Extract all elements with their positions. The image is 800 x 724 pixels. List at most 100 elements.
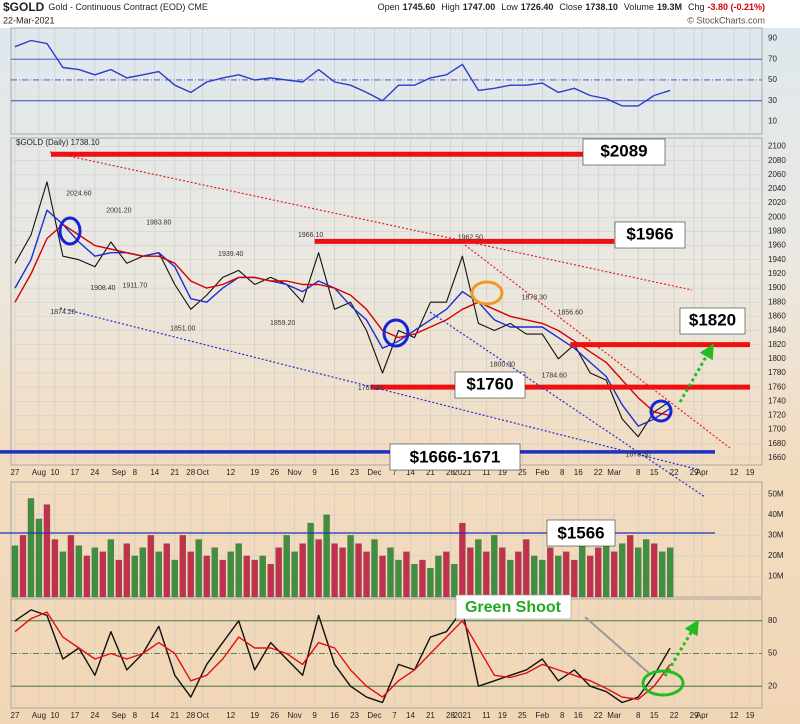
- volume-bar: [427, 568, 434, 598]
- price-label: 1878.30: [522, 294, 547, 301]
- y-tick-label: 1800: [768, 354, 786, 363]
- quote-label: Low: [501, 2, 518, 12]
- volume-bar: [139, 547, 146, 598]
- y-tick-label: 20: [768, 681, 777, 690]
- x-tick-label: Oct: [197, 468, 210, 477]
- volume-bar: [331, 543, 338, 598]
- highlight-circle: [58, 216, 82, 246]
- header-title: $GOLD Gold - Continuous Contract (EOD) CM…: [3, 0, 208, 14]
- y-tick-label: 2040: [768, 184, 786, 193]
- x-tick-label: 23: [350, 711, 359, 720]
- y-tick-label: 30M: [768, 531, 784, 540]
- volume-bar: [443, 551, 450, 598]
- volume-bar: [339, 547, 346, 598]
- x-tick-label: 29: [690, 468, 699, 477]
- title: Gold - Continuous Contract (EOD) CME: [48, 2, 208, 12]
- y-tick-label: 1940: [768, 255, 786, 264]
- x-tick-label: 8: [133, 468, 138, 477]
- quote-value: 1747.00: [463, 2, 496, 12]
- volume-bar: [403, 551, 410, 598]
- highlight-circle: [470, 280, 504, 306]
- y-tick-label: 1720: [768, 411, 786, 420]
- price-legend: $GOLD (Daily) 1738.10: [16, 138, 100, 147]
- x-tick-label: 26: [270, 711, 279, 720]
- price-label: 1966.10: [298, 232, 323, 239]
- y-tick-label: 80: [768, 616, 777, 625]
- x-tick-label: 16: [330, 711, 339, 720]
- volume-bar: [451, 563, 458, 598]
- label-box: [614, 221, 686, 249]
- price-label: 1983.80: [146, 220, 171, 227]
- volume-bar: [75, 545, 83, 598]
- volume-bar: [355, 543, 362, 598]
- volume-bar: [459, 522, 466, 598]
- price-label: 1784.60: [542, 373, 567, 380]
- price-label: 1800.30: [490, 361, 515, 368]
- volume-bar: [171, 559, 178, 598]
- x-tick-label: 25: [518, 711, 527, 720]
- volume-bar: [131, 555, 138, 598]
- price-label: 1767.20: [358, 385, 383, 392]
- y-tick-label: 30: [768, 96, 777, 105]
- volume-bar: [83, 555, 91, 598]
- x-tick-label: 19: [250, 468, 259, 477]
- x-tick-label: 15: [650, 711, 659, 720]
- x-tick-label: 2021: [454, 711, 472, 720]
- x-tick-label: 23: [350, 468, 359, 477]
- volume-bar: [291, 551, 298, 598]
- volume-bar: [523, 539, 530, 598]
- volume-bar: [539, 559, 546, 598]
- x-tick-label: 27: [11, 468, 20, 477]
- x-tick-label: 19: [746, 711, 755, 720]
- label-box: [546, 519, 616, 547]
- y-tick-label: 20M: [768, 551, 784, 560]
- volume-bar: [547, 547, 554, 598]
- volume-bar: [499, 547, 506, 598]
- level-label: $2089: [600, 141, 647, 160]
- x-tick-label: Sep: [112, 711, 127, 720]
- x-tick-label: Oct: [197, 711, 210, 720]
- x-tick-label: Aug: [32, 468, 46, 477]
- quote-value: 1726.40: [521, 2, 554, 12]
- x-tick-label: 22: [670, 468, 679, 477]
- x-tick-label: 10: [50, 711, 59, 720]
- volume-bar: [643, 539, 650, 598]
- volume-bar: [603, 539, 610, 598]
- x-tick-label: 22: [594, 711, 603, 720]
- y-tick-label: 1900: [768, 283, 786, 292]
- x-tick-label: 28: [186, 468, 195, 477]
- volume-bar: [11, 545, 19, 598]
- volume-bar: [251, 559, 258, 598]
- volume-bar: [203, 555, 210, 598]
- x-tick-label: 28: [446, 468, 455, 477]
- price-label: 1874.20: [50, 309, 75, 316]
- y-tick-label: 50: [768, 75, 777, 84]
- label-box: [454, 371, 526, 399]
- x-tick-label: 19: [498, 468, 507, 477]
- volume-bar: [163, 543, 170, 598]
- volume-bar: [611, 551, 618, 598]
- x-tick-label: 7: [392, 711, 397, 720]
- x-tick-label: 21: [170, 468, 179, 477]
- volume-bar: [243, 555, 250, 598]
- x-tick-label: 14: [150, 468, 159, 477]
- volume-bar: [259, 555, 266, 598]
- price-label: 1851.00: [170, 326, 195, 333]
- x-tick-label: 28: [186, 711, 195, 720]
- volume-bar: [515, 551, 522, 598]
- volume-bar: [619, 543, 626, 598]
- volume-bar: [658, 551, 666, 598]
- highlight-circle: [649, 399, 673, 423]
- y-tick-label: 1960: [768, 241, 786, 250]
- x-tick-label: Feb: [535, 468, 549, 477]
- x-tick-label: 14: [406, 711, 415, 720]
- series-line: [14, 609, 671, 704]
- quote-label: Volume: [624, 2, 654, 12]
- x-tick-label: 8: [133, 711, 138, 720]
- y-tick-label: 40M: [768, 510, 784, 519]
- y-tick-label: 2080: [768, 156, 786, 165]
- volume-bar: [299, 543, 306, 598]
- volume-bar: [371, 539, 378, 598]
- price-label: 1859.20: [270, 320, 295, 327]
